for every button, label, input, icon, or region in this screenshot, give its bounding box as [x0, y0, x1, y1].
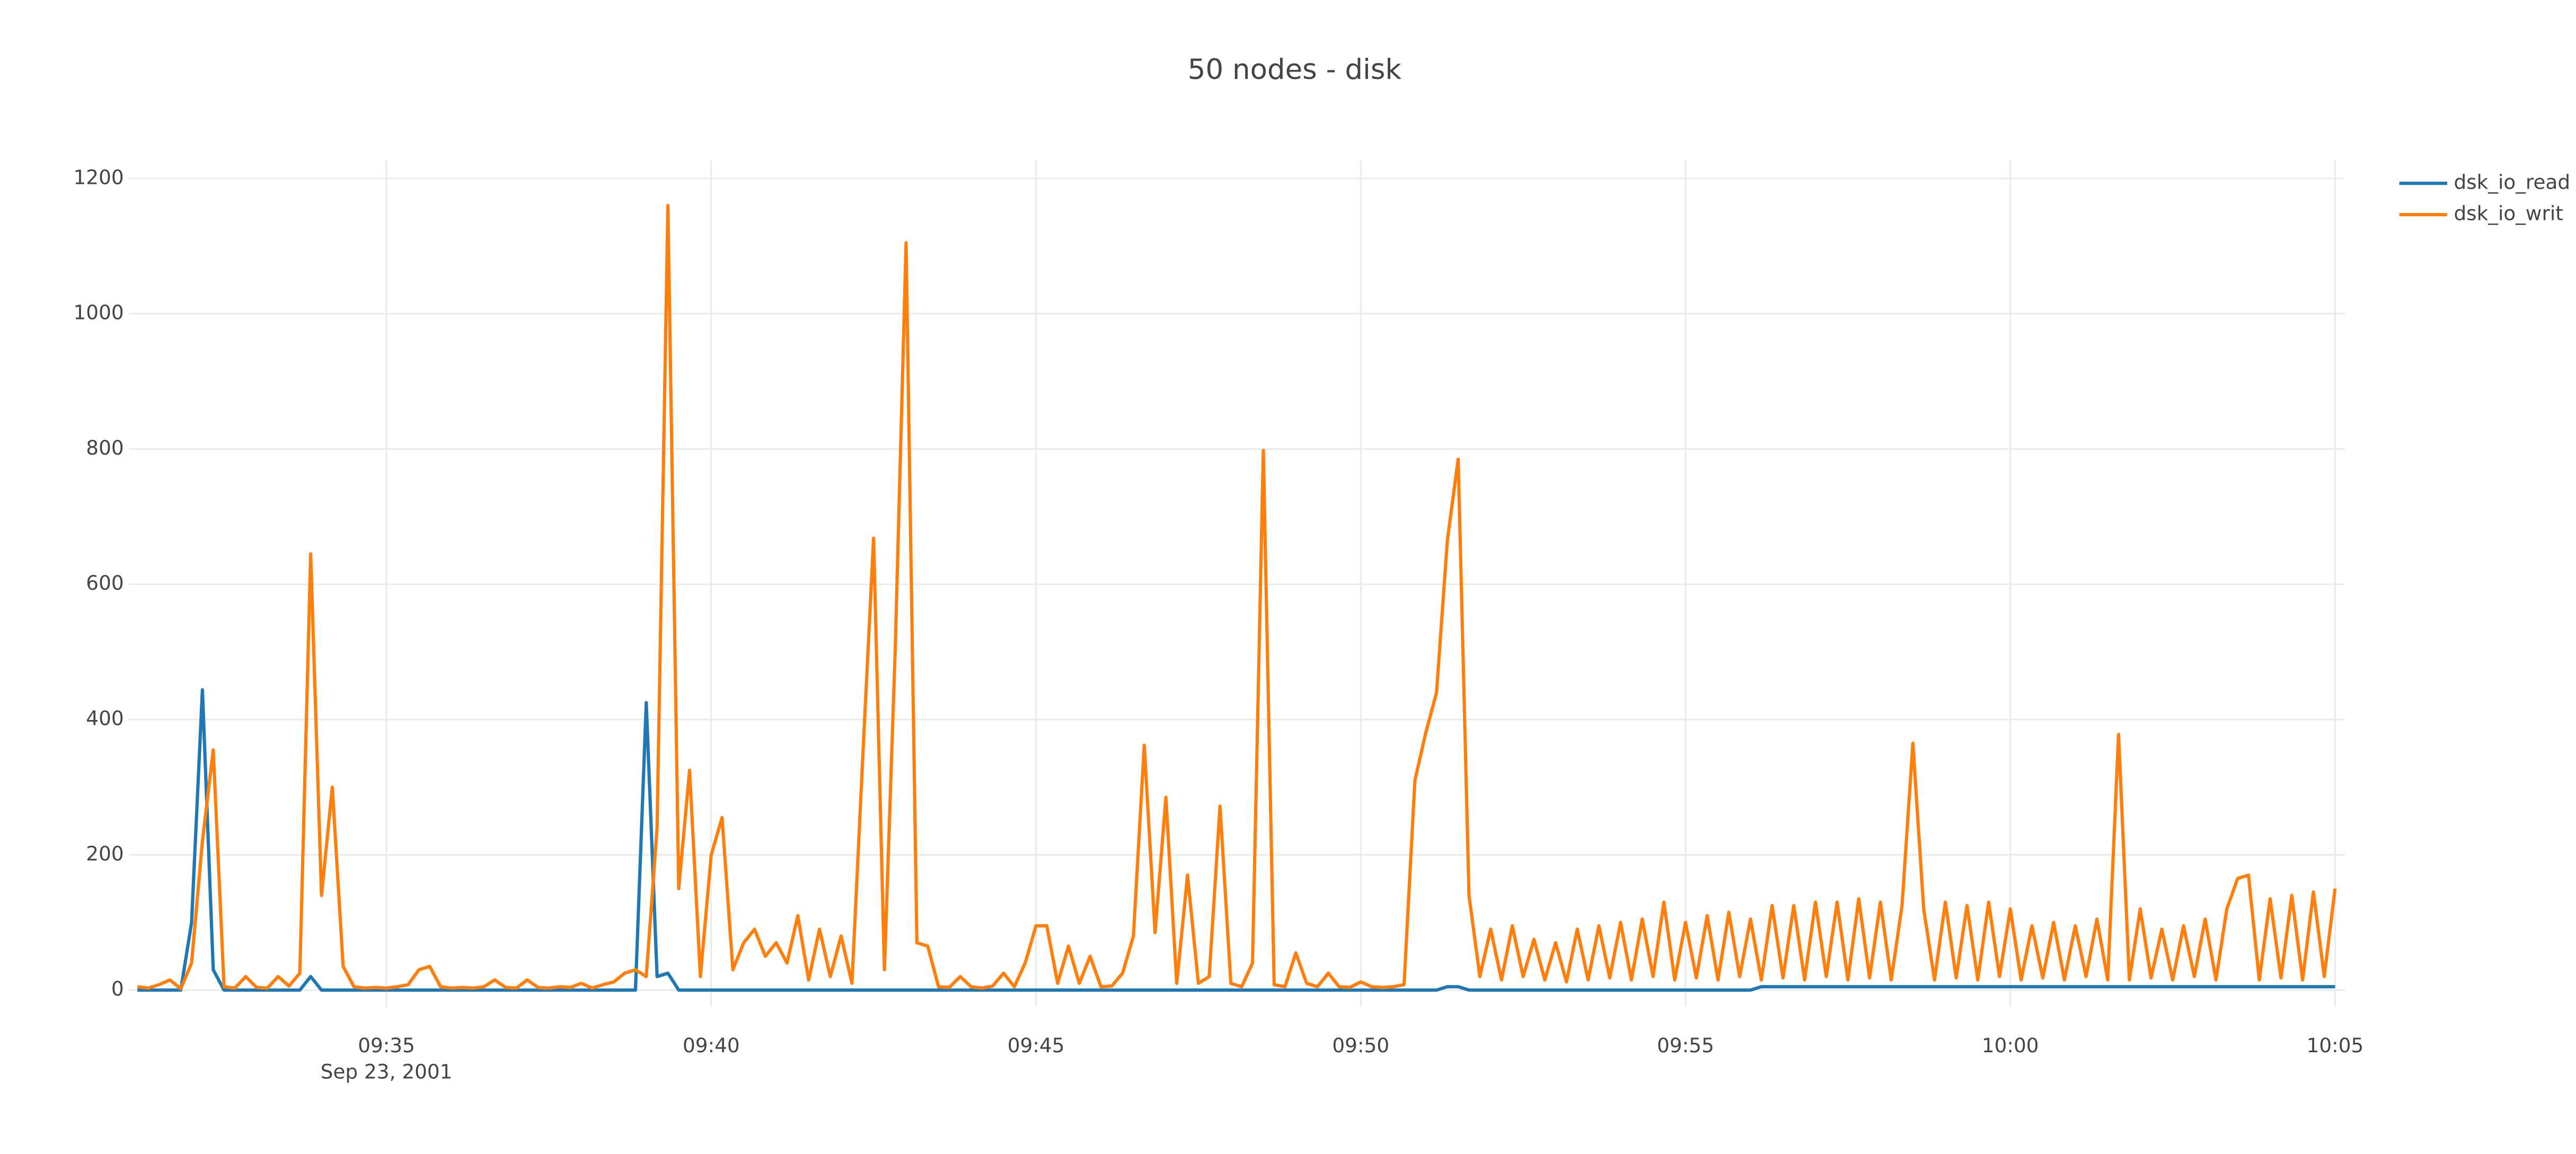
y-tick-label: 0 — [111, 977, 124, 1000]
legend: dsk_io_read dsk_io_writ — [2399, 170, 2570, 225]
y-tick-label: 600 — [86, 571, 123, 594]
chart-title: 50 nodes - disk — [1188, 54, 1402, 86]
x-tick-label: 09:45 — [1008, 1034, 1065, 1057]
axes: 0 200 400 600 800 1000 1200 09:35 Sep 23, 2001 09… — [74, 165, 2364, 1083]
legend-label: dsk_io_read — [2454, 170, 2570, 193]
y-tick-label: 400 — [86, 707, 123, 730]
x-tick-label: 09:55 — [1657, 1034, 1714, 1057]
x-date-label: Sep 23, 2001 — [321, 1060, 453, 1084]
x-tick-label: 09:35 — [358, 1034, 415, 1057]
series-line — [137, 688, 2335, 992]
plot-area — [137, 203, 2337, 992]
y-tick-label: 800 — [86, 436, 123, 459]
x-tick-label: 10:05 — [2307, 1034, 2364, 1057]
series-line — [137, 203, 2337, 991]
y-tick-label: 1200 — [74, 165, 124, 189]
x-tick-label: 09:40 — [683, 1034, 740, 1057]
y-tick-label: 200 — [86, 842, 123, 865]
grid — [129, 160, 2345, 1007]
x-tick-label: 10:00 — [1982, 1034, 2039, 1057]
x-tick-label: 09:50 — [1332, 1034, 1389, 1057]
legend-label: dsk_io_writ — [2454, 202, 2563, 225]
y-tick-label: 1000 — [74, 301, 124, 324]
